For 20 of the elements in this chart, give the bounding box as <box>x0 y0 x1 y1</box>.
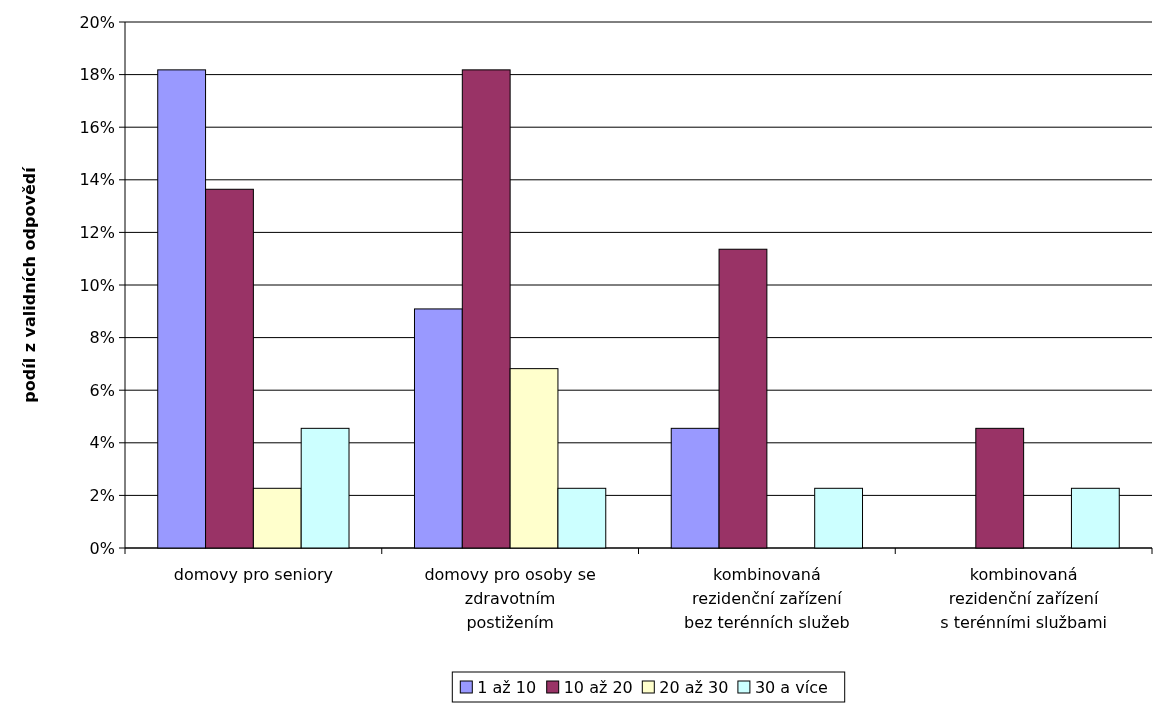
x-tick-label: domovy pro osoby se zdravotním postižením <box>424 565 596 632</box>
y-tick-label: 0% <box>89 538 115 558</box>
y-tick-label: 14% <box>79 170 115 190</box>
y-tick-label: 10% <box>79 275 115 295</box>
y-tick-label: 2% <box>89 486 115 505</box>
x-tick-label: kombinovaná rezidenční zařízení s terénními službami <box>940 565 1108 632</box>
y-tick-label: 18% <box>79 65 115 85</box>
y-tick-label: 12% <box>79 223 115 242</box>
x-tick-label: kombinovaná rezidenční zařízení bez terénních služeb <box>684 565 850 632</box>
y-tick-label: 4% <box>89 433 115 453</box>
legend-label: 20 až 30 <box>659 677 729 697</box>
y-axis-title: podíl z validních odpovědí <box>20 165 39 403</box>
y-tick-label: 20% <box>79 12 115 32</box>
legend-label: 30 a více <box>754 677 828 697</box>
y-tick-label: 8% <box>89 328 115 348</box>
y-tick-label: 6% <box>89 380 115 400</box>
y-tick-label: 16% <box>79 117 115 137</box>
legend-label: 1 až 10 <box>477 677 537 697</box>
x-tick-label: domovy pro seniory <box>173 565 333 584</box>
legend-label: 10 až 20 <box>563 677 633 697</box>
